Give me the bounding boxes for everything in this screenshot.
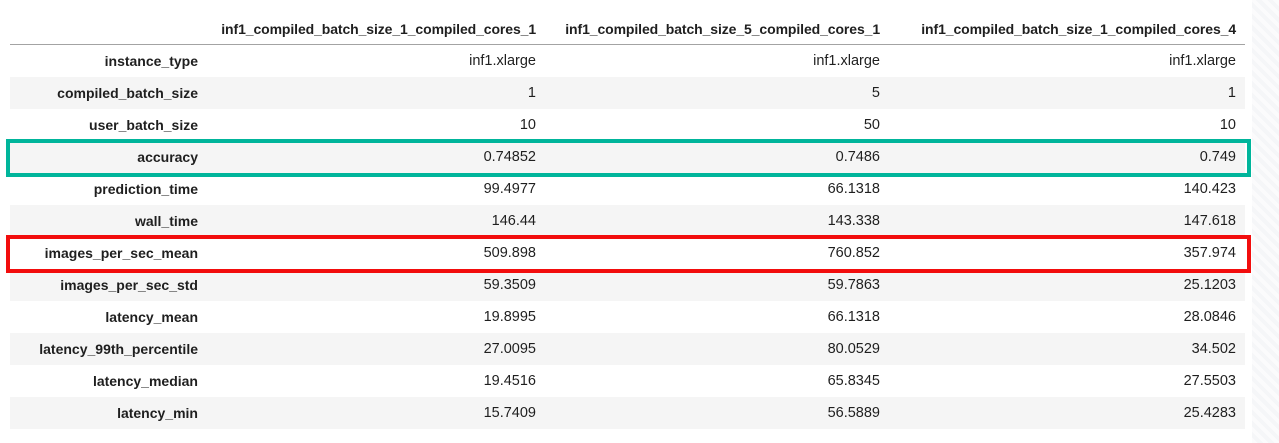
cell-value: 27.0095 [483, 341, 536, 357]
cell-value: 140.423 [1183, 181, 1236, 197]
table-row-wall_time: wall_time 146.44 143.338 147.618 [10, 205, 1245, 237]
row-label: instance_type [104, 53, 198, 69]
cell-value: 357.974 [1183, 245, 1236, 261]
cell-value: 27.5503 [1183, 373, 1236, 389]
row-label: prediction_time [93, 181, 198, 197]
cell-value: 50 [863, 117, 880, 133]
cell-value: 25.1203 [1183, 277, 1236, 293]
cell-value: 0.7486 [835, 149, 880, 165]
cell-value: 66.1318 [827, 181, 880, 197]
cell-value: 34.502 [1191, 341, 1236, 357]
table-row-latency_99th_percentile: latency_99th_percentile 27.0095 80.0529 34.… [10, 333, 1245, 365]
row-label: latency_99th_percentile [39, 341, 198, 357]
column-header-config-3: inf1_compiled_batch_size_1_compiled_core… [921, 21, 1236, 37]
cell-value: 147.618 [1183, 213, 1236, 229]
cell-value: 28.0846 [1183, 309, 1236, 325]
row-label: latency_min [117, 405, 198, 421]
cell-value: 66.1318 [827, 309, 880, 325]
row-label: images_per_sec_mean [44, 245, 198, 261]
table-row-latency_min: latency_min 15.7409 56.5889 25.4283 [10, 397, 1245, 429]
cell-value: 10 [519, 117, 536, 133]
cell-value: 143.338 [827, 213, 880, 229]
cell-value: 10 [1219, 117, 1236, 133]
column-header-config-1: inf1_compiled_batch_size_1_compiled_core… [221, 21, 536, 37]
cell-value: 65.8345 [827, 373, 880, 389]
table-header-row: inf1_compiled_batch_size_1_compiled_core… [10, 10, 1245, 45]
table-row-instance_type: instance_type inf1.xlarge inf1.xlarge inf1.… [10, 45, 1245, 77]
cell-value: 1 [1227, 85, 1236, 101]
row-label: compiled_batch_size [57, 85, 198, 101]
table-body: instance_type inf1.xlarge inf1.xlarge inf1.… [10, 45, 1245, 429]
cell-value: 760.852 [827, 245, 880, 261]
cell-value: inf1.xlarge [1169, 53, 1236, 69]
cell-value: inf1.xlarge [813, 53, 880, 69]
cell-value: 509.898 [483, 245, 536, 261]
cell-value: 19.4516 [483, 373, 536, 389]
cell-value: 59.3509 [483, 277, 536, 293]
row-label: user_batch_size [89, 117, 198, 133]
table-row-accuracy: accuracy 0.74852 0.7486 0.749 [10, 141, 1245, 173]
page-background-strip [1252, 0, 1279, 443]
table-row-images_per_sec_std: images_per_sec_std 59.3509 59.7863 25.1203 [10, 269, 1245, 301]
cell-value: 0.749 [1199, 149, 1236, 165]
cell-value: 15.7409 [483, 405, 536, 421]
cell-value: 25.4283 [1183, 405, 1236, 421]
cell-value: 56.5889 [827, 405, 880, 421]
cell-value: 19.8995 [483, 309, 536, 325]
row-label: latency_mean [105, 309, 198, 325]
table-row-compiled_batch_size: compiled_batch_size 1 5 1 [10, 77, 1245, 109]
cell-value: 5 [871, 85, 880, 101]
row-label: latency_median [92, 373, 198, 389]
table-row-images_per_sec_mean: images_per_sec_mean 509.898 760.852 357.974 [10, 237, 1245, 269]
column-header-config-2: inf1_compiled_batch_size_5_compiled_core… [565, 21, 880, 37]
table-row-user_batch_size: user_batch_size 10 50 10 [10, 109, 1245, 141]
row-label: accuracy [137, 149, 198, 165]
cell-value: 80.0529 [827, 341, 880, 357]
cell-value: 146.44 [491, 213, 536, 229]
benchmark-table: inf1_compiled_batch_size_1_compiled_core… [10, 10, 1245, 429]
cell-value: 99.4977 [483, 181, 536, 197]
cell-value: inf1.xlarge [469, 53, 536, 69]
table-row-latency_mean: latency_mean 19.8995 66.1318 28.0846 [10, 301, 1245, 333]
cell-value: 1 [527, 85, 536, 101]
row-label: wall_time [134, 213, 198, 229]
table-row-prediction_time: prediction_time 99.4977 66.1318 140.423 [10, 173, 1245, 205]
row-label: images_per_sec_std [60, 277, 198, 293]
corner-cell [10, 10, 207, 44]
table-row-latency_median: latency_median 19.4516 65.8345 27.5503 [10, 365, 1245, 397]
cell-value: 0.74852 [483, 149, 536, 165]
cell-value: 59.7863 [827, 277, 880, 293]
